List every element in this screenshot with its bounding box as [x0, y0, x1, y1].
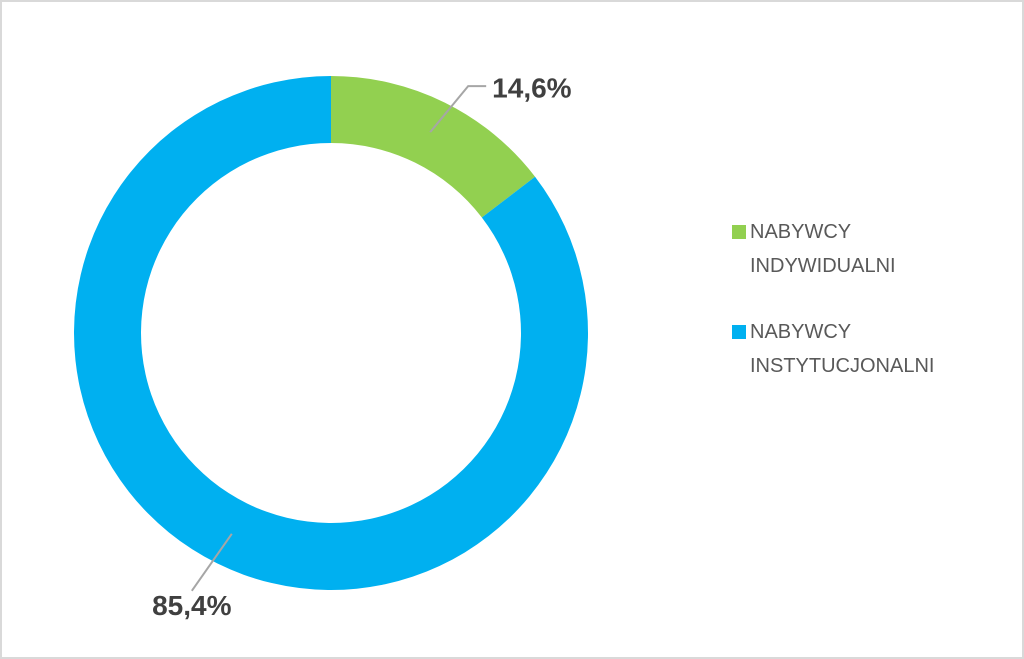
donut-slice — [331, 76, 536, 218]
legend-item: NABYWCY INDYWIDUALNI — [732, 215, 975, 283]
leader-line — [429, 85, 487, 133]
leader-line — [191, 533, 233, 592]
legend-swatch — [732, 325, 746, 339]
data-label: 14,6% — [492, 73, 571, 104]
legend-item: NABYWCY INSTYTUCJONALNI — [732, 315, 975, 383]
legend-label: NABYWCY INDYWIDUALNI — [750, 221, 896, 277]
data-label: 85,4% — [152, 590, 231, 621]
legend-label: NABYWCY INSTYTUCJONALNI — [750, 321, 935, 377]
legend-swatch — [732, 225, 746, 239]
